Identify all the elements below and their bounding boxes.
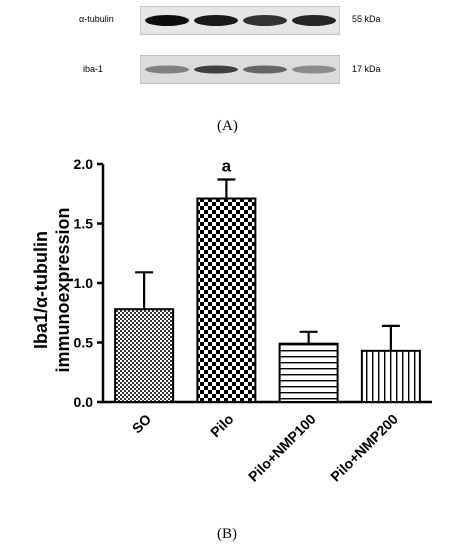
blot-size-tubulin: 55 kDa — [352, 14, 381, 24]
bar — [278, 342, 339, 404]
blot-band — [145, 15, 189, 26]
bar — [196, 197, 257, 404]
x-tick-label: Pilo+NMP100 — [245, 411, 319, 485]
x-tick-label: Pilo — [207, 411, 236, 440]
y-axis-label-line1: Iba1/α-tubulin — [31, 231, 51, 349]
x-tick-label: SO — [129, 411, 155, 437]
blot-strip-tubulin — [140, 6, 340, 35]
blot-band — [194, 65, 238, 74]
y-tick-label: 0.5 — [74, 335, 94, 351]
y-tick-label: 1.0 — [74, 275, 94, 291]
blot-size-iba1: 17 kDa — [352, 64, 381, 74]
blot-strip-iba1 — [140, 55, 340, 84]
bar — [360, 349, 421, 403]
blot-band — [292, 15, 336, 26]
blot-label-iba1: iba-1 — [83, 64, 104, 74]
blot-band — [292, 65, 336, 74]
blot-band — [243, 15, 287, 26]
blot-band — [194, 15, 238, 26]
significance-annotation: a — [222, 156, 232, 175]
panel-label-a: (A) — [217, 118, 238, 134]
blot-band — [145, 65, 189, 74]
bar — [114, 308, 175, 403]
panel-label-b: (B) — [217, 526, 237, 542]
y-tick-label: 1.5 — [74, 216, 94, 232]
y-tick-label: 0.0 — [74, 394, 94, 410]
x-tick-label: Pilo+NMP200 — [327, 411, 401, 485]
blot-label-tubulin: α-tubulin — [79, 14, 114, 24]
bar-chart: 0.0 0.5 1.0 1.5 2.0 SO Pilo Pilo+NMP100 Pilo+NM… — [31, 156, 432, 485]
blot-band — [243, 65, 287, 74]
y-tick-label: 2.0 — [74, 156, 94, 172]
y-axis-label-line2: immunoexpression — [53, 207, 73, 372]
